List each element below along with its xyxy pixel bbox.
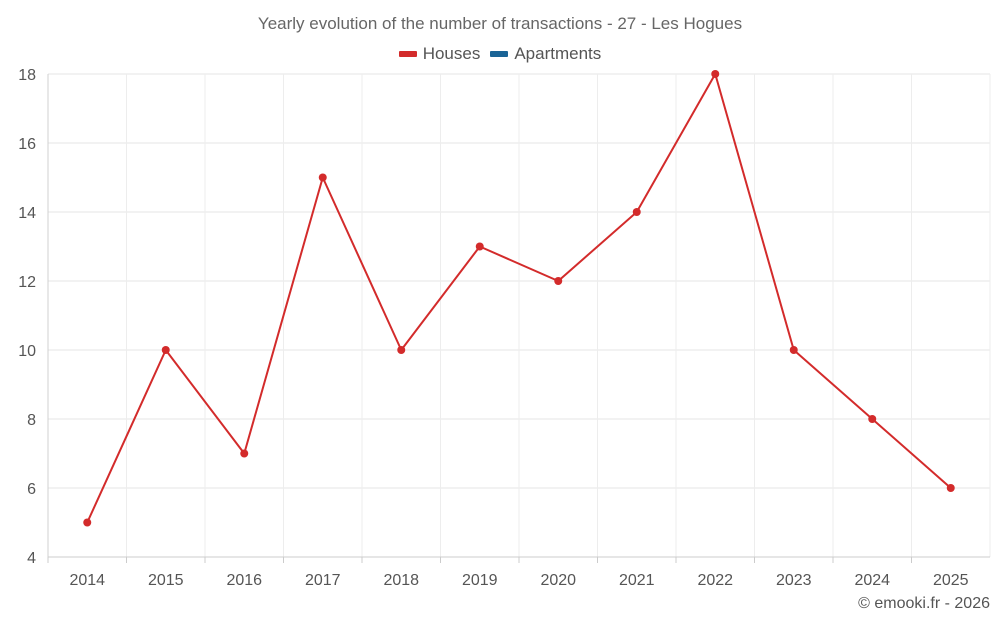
legend-label-houses: Houses [422,44,481,63]
chart-title: Yearly evolution of the number of transa… [257,14,743,33]
y-tick-label: 8 [27,412,36,429]
legend-swatch-houses [398,51,417,57]
legend-item-houses[interactable]: Houses [398,44,481,64]
x-tick-label: 2023 [776,572,812,589]
x-tick-label: 2017 [305,572,341,589]
data-point-houses[interactable] [318,173,327,182]
legend-swatch-apartments [490,51,509,57]
x-tick-label: 2024 [854,572,890,589]
legend-label-apartments: Apartments [514,44,602,63]
y-tick-label: 18 [18,67,36,84]
x-tick-label: 2022 [697,572,733,589]
series-line-houses [86,73,952,523]
y-tick-label: 4 [27,550,36,567]
data-point-houses[interactable] [161,346,170,354]
x-tick-label: 2016 [226,572,262,589]
y-tick-label: 12 [18,274,36,291]
data-point-houses[interactable] [711,70,720,78]
y-tick-label: 16 [18,136,36,153]
x-tick-label: 2020 [540,572,576,589]
x-tick-label: 2018 [383,572,419,589]
data-point-houses[interactable] [868,415,877,423]
data-point-houses[interactable] [475,242,484,251]
data-point-houses[interactable] [397,346,406,354]
x-tick-label: 2019 [462,572,498,589]
y-tick-label: 14 [18,205,36,222]
x-tick-label: 2025 [933,572,969,589]
data-point-houses[interactable] [789,346,798,354]
y-tick-label: 6 [27,481,36,498]
data-point-houses[interactable] [554,277,563,285]
legend: Houses Apartments [0,44,1000,64]
data-point-houses[interactable] [946,484,955,492]
data-point-houses[interactable] [240,449,249,458]
y-tick-label: 10 [18,343,36,360]
x-tick-label: 2015 [148,572,184,589]
legend-item-apartments[interactable]: Apartments [490,44,601,64]
x-tick-label: 2014 [69,572,105,589]
x-tick-label: 2021 [619,572,655,589]
copyright-footer: © emooki.fr - 2026 [858,595,990,612]
data-point-houses[interactable] [83,518,92,527]
data-point-houses[interactable] [632,208,641,216]
